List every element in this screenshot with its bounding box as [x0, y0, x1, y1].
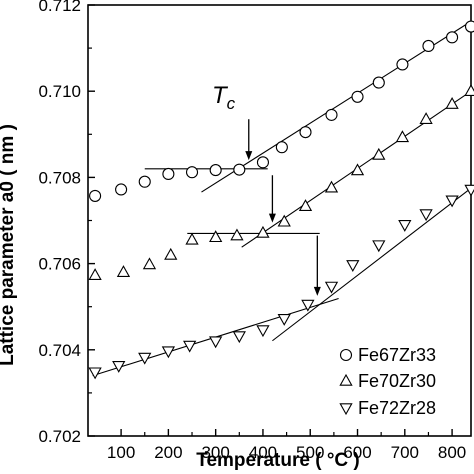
y-tick-label: 0.704 [38, 341, 81, 360]
data-point [89, 189, 102, 202]
legend-label: Fe67Zr33 [358, 345, 436, 365]
data-point [445, 97, 459, 109]
data-point [162, 167, 175, 181]
y-tick-label: 0.708 [38, 168, 81, 187]
x-tick-label: 500 [296, 443, 324, 462]
tc-arrow-head [268, 213, 276, 223]
data-point [350, 163, 365, 176]
data-point [164, 247, 178, 260]
data-point [256, 225, 270, 238]
data-point [464, 184, 474, 197]
legend-marker [339, 403, 353, 416]
data-point [116, 265, 131, 277]
data-point [183, 340, 197, 353]
y-tick-label: 0.710 [38, 82, 81, 101]
data-point [230, 228, 244, 241]
x-tick-label: 200 [154, 443, 182, 462]
data-point [419, 112, 433, 124]
fit-line [272, 187, 472, 342]
data-point [88, 367, 102, 380]
data-point [209, 164, 222, 177]
data-point [185, 232, 199, 245]
fit-lines [92, 20, 472, 377]
data-point [464, 20, 474, 33]
data-point [233, 163, 246, 176]
x-tick-label: 300 [201, 443, 229, 462]
y-tick-label: 0.712 [38, 0, 81, 15]
legend-label: Fe70Zr30 [358, 371, 436, 391]
data-point [324, 281, 339, 294]
data-point [464, 84, 474, 96]
data-point [372, 147, 386, 160]
data-point [256, 325, 270, 338]
data-point [209, 230, 223, 243]
data-point [88, 268, 102, 280]
legend-marker [339, 348, 353, 362]
data-point [209, 336, 223, 349]
data-point [298, 199, 313, 212]
tc-arrows [245, 119, 321, 296]
data-point [324, 180, 339, 193]
data-point [346, 260, 360, 273]
x-tick-label: 100 [107, 443, 135, 462]
data-markers [88, 20, 474, 380]
data-point [419, 209, 433, 222]
data-point [445, 195, 459, 208]
data-point [232, 331, 246, 344]
data-point [422, 39, 435, 52]
data-point [372, 76, 385, 89]
x-tick-label: 400 [249, 443, 277, 462]
data-point [398, 220, 412, 232]
tc-annotation-sub: c [227, 94, 236, 113]
legend: Fe67Zr33 Fe70Zr30 Fe72Zr28 [339, 345, 436, 418]
data-point [301, 299, 315, 312]
tc-annotation: Tc [212, 82, 236, 113]
data-point [372, 240, 386, 253]
y-tick-label: 0.702 [38, 427, 81, 446]
y-tick-label: 0.706 [38, 255, 81, 274]
data-point [277, 314, 291, 326]
data-point [299, 126, 312, 139]
data-point [112, 360, 126, 373]
y-axis-title: Lattice parameter a0 ( nm ) [0, 124, 18, 366]
legend-label: Fe72Zr28 [358, 398, 436, 418]
data-point [275, 141, 288, 154]
data-point [396, 58, 409, 71]
data-point [115, 183, 128, 196]
data-point [256, 156, 270, 169]
axis-ticks: 100 200 300 400 500 600 700 800 0.702 0.704 0.706 0… [38, 0, 466, 462]
data-point [138, 352, 152, 365]
data-point [395, 130, 410, 143]
x-tick-label: 700 [391, 443, 419, 462]
x-tick-label: 600 [343, 443, 371, 462]
data-point [185, 166, 199, 179]
tc-arrow-head [245, 151, 253, 161]
data-point [277, 214, 291, 227]
data-point [446, 31, 459, 44]
data-point [161, 346, 176, 359]
x-tick-label: 800 [438, 443, 466, 462]
tc-annotation-main: T [212, 82, 229, 109]
tc-arrow-head [313, 286, 321, 296]
data-point [142, 257, 157, 270]
x-axis-title: Temperature ( °C ) [196, 450, 360, 471]
data-point [138, 175, 151, 188]
legend-marker [339, 373, 353, 386]
data-point [351, 90, 364, 103]
data-point [325, 108, 338, 121]
